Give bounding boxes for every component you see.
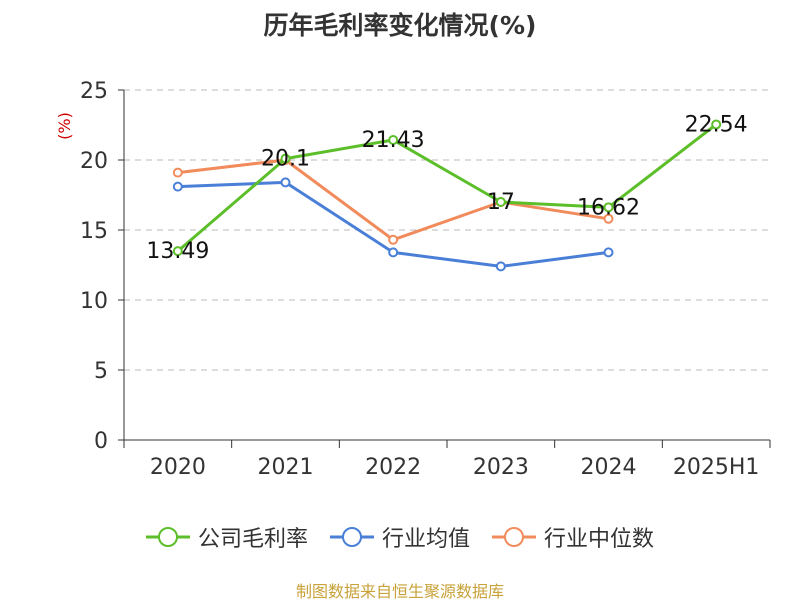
- legend-swatch-marker: [157, 527, 178, 547]
- data-point: [603, 202, 614, 213]
- legend-swatch-marker: [341, 527, 362, 547]
- data-point: [388, 234, 399, 245]
- x-tick-label: 2022: [365, 455, 421, 480]
- data-point: [711, 119, 722, 130]
- data-point: [280, 153, 291, 164]
- data-point: [280, 177, 291, 188]
- data-label: 17: [487, 190, 515, 215]
- legend-item[interactable]: 公司毛利率: [145, 521, 308, 553]
- data-label: 21.43: [362, 128, 425, 153]
- legend-label: 公司毛利率: [197, 527, 308, 552]
- y-tick-label: 15: [80, 219, 108, 244]
- data-label: 16.62: [577, 195, 640, 220]
- series: [172, 119, 722, 272]
- data-label: 13.49: [146, 239, 209, 264]
- y-axis-label: (%): [55, 112, 74, 140]
- legend-label: 行业中位数: [544, 527, 655, 552]
- data-label: 20.1: [261, 147, 310, 172]
- data-point: [603, 247, 614, 258]
- legend-swatch: [145, 527, 190, 547]
- data-point: [172, 181, 183, 192]
- data-point: [495, 261, 506, 272]
- y-tick-label: 10: [80, 289, 108, 314]
- data-label: 22.54: [685, 112, 748, 137]
- series-line: [176, 123, 718, 253]
- legend-swatch: [329, 527, 374, 547]
- legend-swatch: [492, 527, 536, 547]
- grid-lines: [124, 89, 770, 371]
- data-point: [495, 197, 506, 207]
- x-tick-label: 2021: [258, 455, 314, 480]
- data-point: [388, 247, 399, 258]
- legend-label: 行业均值: [381, 527, 470, 552]
- data-point: [388, 134, 399, 145]
- legend-item[interactable]: 行业中位数: [492, 521, 654, 553]
- source-note: 制图数据来自恒生聚源数据库: [295, 582, 504, 601]
- legend-swatch-marker: [504, 527, 524, 547]
- y-tick-label: 25: [80, 79, 108, 104]
- y-tick-label: 5: [94, 359, 108, 384]
- data-point: [172, 167, 183, 178]
- axes: 0 5 10 15 20 25 2020 2021 2022 2023 2024 2025H1 (%): [55, 79, 771, 480]
- x-tick-label: 2020: [150, 455, 206, 480]
- chart-title: 历年毛利率变化情况(%): [263, 11, 537, 40]
- legend-item[interactable]: 行业均值: [329, 521, 470, 553]
- legend: 公司毛利率 行业均值 行业中位数: [0, 520, 800, 554]
- y-tick-label: 20: [80, 149, 108, 174]
- x-tick-label: 2025H1: [673, 455, 760, 480]
- data-labels: 13.49 20.1 21.43 17 16.62 22.54: [146, 112, 747, 264]
- data-point: [603, 213, 614, 224]
- y-tick-label: 0: [94, 429, 108, 454]
- x-tick-label: 2023: [473, 455, 529, 480]
- data-point: [172, 246, 183, 257]
- x-tick-label: 2024: [581, 455, 637, 480]
- series-line: [177, 158, 609, 242]
